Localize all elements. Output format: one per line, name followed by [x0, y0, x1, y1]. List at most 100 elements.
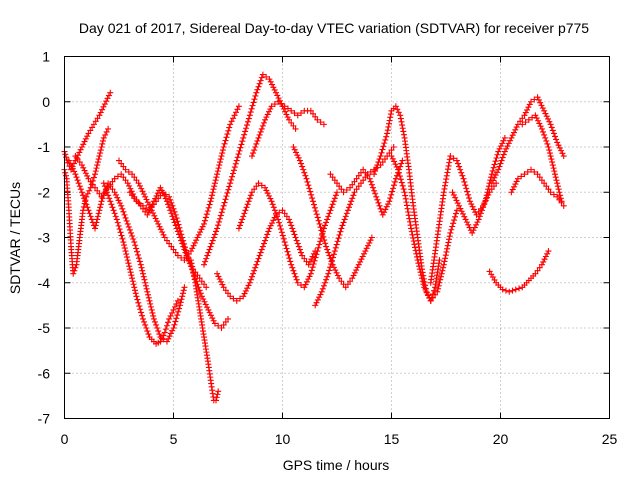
data-point	[286, 116, 293, 123]
data-point	[144, 328, 151, 335]
data-point	[68, 163, 75, 170]
data-point	[195, 231, 202, 238]
data-point	[381, 156, 388, 163]
data-point	[198, 278, 205, 285]
data-point	[219, 206, 226, 213]
data-point	[369, 184, 376, 191]
data-point	[388, 147, 395, 154]
data-point	[392, 175, 399, 182]
data-point	[278, 101, 285, 108]
data-point	[281, 103, 288, 110]
data-point	[503, 145, 510, 152]
data-point	[248, 153, 255, 160]
data-point	[138, 309, 145, 316]
data-point	[295, 243, 302, 250]
data-point	[250, 99, 257, 106]
data-point	[293, 276, 300, 283]
data-point	[313, 299, 320, 306]
data-point	[476, 213, 483, 220]
data-point	[78, 144, 85, 150]
data-point	[491, 161, 498, 168]
data-point	[62, 151, 69, 158]
data-point	[280, 235, 287, 242]
data-point	[306, 185, 313, 192]
data-point	[542, 253, 549, 260]
data-point	[347, 278, 354, 285]
data-point	[258, 125, 265, 132]
data-point	[513, 124, 520, 131]
data-point	[144, 288, 151, 295]
data-point	[549, 159, 556, 166]
data-point	[524, 106, 531, 113]
data-point	[181, 284, 188, 291]
data-point	[76, 149, 83, 156]
data-point	[292, 125, 299, 132]
data-point	[187, 248, 194, 255]
data-point	[512, 286, 519, 293]
data-point	[163, 198, 170, 205]
data-point	[165, 335, 172, 342]
data-point	[540, 258, 547, 265]
data-point	[253, 261, 260, 268]
data-point	[415, 260, 422, 267]
data-point	[253, 140, 260, 147]
data-point	[87, 127, 94, 134]
data-point	[202, 258, 209, 265]
data-point	[308, 267, 315, 274]
data-point	[533, 115, 540, 122]
data-point	[449, 189, 456, 196]
data-point	[398, 160, 405, 167]
data-point	[232, 109, 239, 116]
data-point	[259, 71, 266, 78]
data-point	[386, 117, 393, 124]
data-point	[263, 73, 270, 80]
data-point	[327, 171, 334, 178]
data-point	[298, 110, 305, 117]
data-point	[308, 256, 315, 263]
data-point	[293, 237, 300, 244]
data-point	[175, 308, 182, 315]
data-point	[165, 319, 172, 326]
data-point	[276, 209, 283, 216]
data-point	[105, 92, 112, 99]
data-point	[488, 180, 495, 187]
data-point	[294, 240, 301, 247]
data-point	[454, 200, 461, 207]
data-point	[204, 252, 211, 259]
data-point	[65, 157, 72, 164]
data-point	[246, 279, 253, 286]
data-point	[135, 299, 142, 306]
data-point	[432, 291, 439, 298]
data-point	[349, 195, 356, 202]
y-tick-label: 1	[42, 49, 50, 65]
data-point	[403, 202, 410, 209]
data-point	[131, 287, 138, 294]
data-point	[326, 267, 333, 274]
data-point	[271, 207, 278, 214]
data-point	[298, 160, 305, 167]
data-point	[367, 178, 374, 185]
data-point	[373, 193, 380, 200]
data-point	[301, 284, 308, 291]
data-point	[351, 189, 358, 196]
data-point	[218, 325, 225, 331]
data-point	[124, 220, 131, 227]
data-point	[372, 168, 379, 175]
data-point	[133, 177, 140, 184]
data-point	[230, 295, 237, 302]
data-point	[123, 251, 130, 258]
data-point	[97, 109, 104, 116]
data-point	[215, 165, 222, 172]
data-point	[247, 192, 254, 199]
data-point	[269, 220, 276, 227]
data-point	[214, 225, 221, 232]
data-point	[404, 205, 411, 212]
data-point	[222, 196, 229, 203]
data-point	[541, 180, 548, 187]
data-point	[129, 171, 136, 178]
data-point	[271, 86, 278, 93]
data-point	[131, 284, 138, 291]
data-point	[362, 169, 369, 176]
data-point	[277, 222, 284, 229]
